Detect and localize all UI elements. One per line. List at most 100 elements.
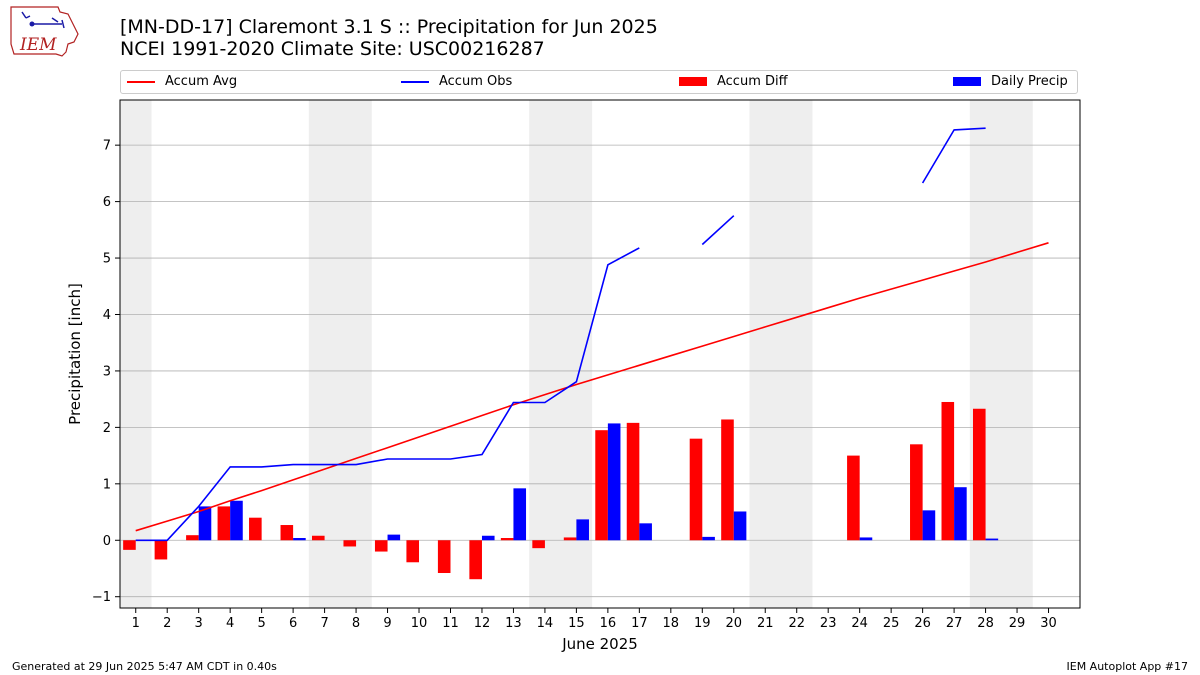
accum-diff-bar bbox=[972, 408, 986, 541]
daily-precip-bar bbox=[639, 523, 652, 541]
x-tick-label: 4 bbox=[226, 616, 234, 631]
y-tick-label: 2 bbox=[103, 421, 111, 436]
accum-diff-bar bbox=[186, 535, 199, 541]
accum-diff-bar bbox=[563, 537, 577, 541]
y-tick-label: 1 bbox=[103, 477, 111, 492]
accum-diff-bar bbox=[847, 455, 860, 541]
weekend-band bbox=[308, 100, 372, 608]
accum-diff-bar bbox=[249, 517, 262, 541]
x-tick-label: 28 bbox=[977, 616, 994, 631]
accum-diff-bar bbox=[437, 540, 451, 574]
daily-precip-bar bbox=[733, 511, 747, 541]
x-tick-label: 18 bbox=[663, 616, 680, 631]
x-tick-label: 24 bbox=[851, 616, 868, 631]
y-tick-label: 3 bbox=[103, 364, 111, 379]
accum-diff-bar bbox=[941, 401, 955, 541]
x-tick-label: 19 bbox=[694, 616, 711, 631]
daily-precip-bar bbox=[859, 537, 873, 541]
chart-title: [MN-DD-17] Claremont 3.1 S :: Precipitat… bbox=[120, 16, 658, 60]
weekend-band bbox=[749, 100, 813, 608]
accum-obs-line bbox=[921, 127, 986, 184]
lines bbox=[135, 127, 1049, 542]
accum-diff-bar bbox=[500, 538, 514, 541]
y-tick-label: 5 bbox=[103, 252, 111, 267]
x-tick-label: 30 bbox=[1040, 616, 1057, 631]
x-tick-label: 6 bbox=[289, 616, 297, 631]
x-tick-label: 2 bbox=[163, 616, 171, 631]
legend: Accum Avg Accum Obs Accum Diff Daily Pre… bbox=[120, 70, 1078, 94]
x-tick-label: 3 bbox=[195, 616, 203, 631]
accum-diff-bar bbox=[154, 540, 168, 560]
x-tick-label: 25 bbox=[883, 616, 900, 631]
accum-avg-line bbox=[135, 242, 1049, 532]
x-tick-label: 16 bbox=[600, 616, 617, 631]
daily-precip-bar bbox=[702, 536, 715, 541]
x-tick-label: 5 bbox=[257, 616, 265, 631]
accum-diff-bar bbox=[469, 540, 482, 580]
x-tick-label: 12 bbox=[474, 616, 491, 631]
x-tick-label: 23 bbox=[820, 616, 837, 631]
accum-diff-bar bbox=[217, 506, 231, 541]
accum-diff-bar bbox=[595, 430, 608, 541]
x-tick-label: 22 bbox=[788, 616, 805, 631]
legend-label-accum-diff: Accum Diff bbox=[717, 74, 788, 89]
x-tick-label: 29 bbox=[1009, 616, 1026, 631]
accum-diff-bar bbox=[626, 422, 640, 541]
accum-diff-bar bbox=[910, 444, 923, 541]
legend-swatch-accum-diff bbox=[679, 77, 707, 86]
bars bbox=[123, 401, 999, 580]
iem-logo-icon: IEM bbox=[10, 6, 79, 57]
generated-timestamp: Generated at 29 Jun 2025 5:47 AM CDT in … bbox=[12, 660, 277, 673]
app-credit: IEM Autoplot App #17 bbox=[1066, 660, 1189, 673]
x-tick-label: 9 bbox=[383, 616, 391, 631]
weekend-band bbox=[120, 100, 152, 608]
accum-diff-bar bbox=[721, 419, 734, 541]
y-tick-label: 4 bbox=[103, 308, 111, 323]
daily-precip-bar bbox=[293, 538, 306, 541]
y-tick-label: 7 bbox=[103, 139, 111, 154]
accum-diff-bar bbox=[532, 540, 545, 549]
svg-text:IEM: IEM bbox=[19, 35, 57, 55]
daily-precip-bar bbox=[481, 535, 495, 541]
plot-frame bbox=[119, 99, 1081, 609]
daily-precip-bar bbox=[230, 500, 243, 541]
x-tick-label: 27 bbox=[946, 616, 963, 631]
x-tick-label: 15 bbox=[568, 616, 585, 631]
accum-diff-bar bbox=[374, 540, 388, 552]
accum-diff-bar bbox=[406, 540, 420, 563]
legend-swatch-accum-obs bbox=[401, 80, 429, 83]
legend-label-accum-obs: Accum Obs bbox=[439, 74, 513, 89]
legend-swatch-daily-precip bbox=[953, 77, 981, 86]
legend-label-accum-avg: Accum Avg bbox=[165, 74, 238, 89]
daily-precip-bar bbox=[513, 488, 527, 541]
x-tick-label: 8 bbox=[352, 616, 360, 631]
y-tick-label: −1 bbox=[92, 590, 111, 605]
x-tick-label: 26 bbox=[914, 616, 931, 631]
legend-swatch-accum-avg bbox=[127, 80, 155, 83]
accum-diff-bar bbox=[343, 540, 357, 547]
daily-precip-bar bbox=[576, 519, 589, 541]
daily-precip-bar bbox=[198, 506, 212, 541]
legend-item-daily-precip: Daily Precip bbox=[953, 74, 1068, 90]
accum-diff-bar bbox=[123, 540, 136, 550]
accum-diff-bar bbox=[312, 535, 325, 541]
x-tick-label: 10 bbox=[411, 616, 428, 631]
x-axis-label: June 2025 bbox=[561, 635, 638, 653]
daily-precip-bar bbox=[387, 534, 401, 541]
legend-item-accum-obs: Accum Obs bbox=[401, 74, 512, 90]
accum-obs-line bbox=[135, 247, 640, 542]
accum-obs-line bbox=[701, 215, 735, 246]
legend-item-accum-avg: Accum Avg bbox=[127, 74, 237, 90]
daily-precip-bar bbox=[922, 510, 936, 541]
x-tick-label: 14 bbox=[537, 616, 554, 631]
x-tick-label: 17 bbox=[631, 616, 648, 631]
y-tick-label: 0 bbox=[103, 534, 111, 549]
daily-precip-bar bbox=[954, 487, 967, 541]
daily-precip-bar bbox=[985, 538, 999, 541]
x-tick-label: 7 bbox=[320, 616, 328, 631]
x-tick-label: 13 bbox=[505, 616, 522, 631]
x-tick-label: 1 bbox=[132, 616, 140, 631]
x-tick-label: 21 bbox=[757, 616, 774, 631]
